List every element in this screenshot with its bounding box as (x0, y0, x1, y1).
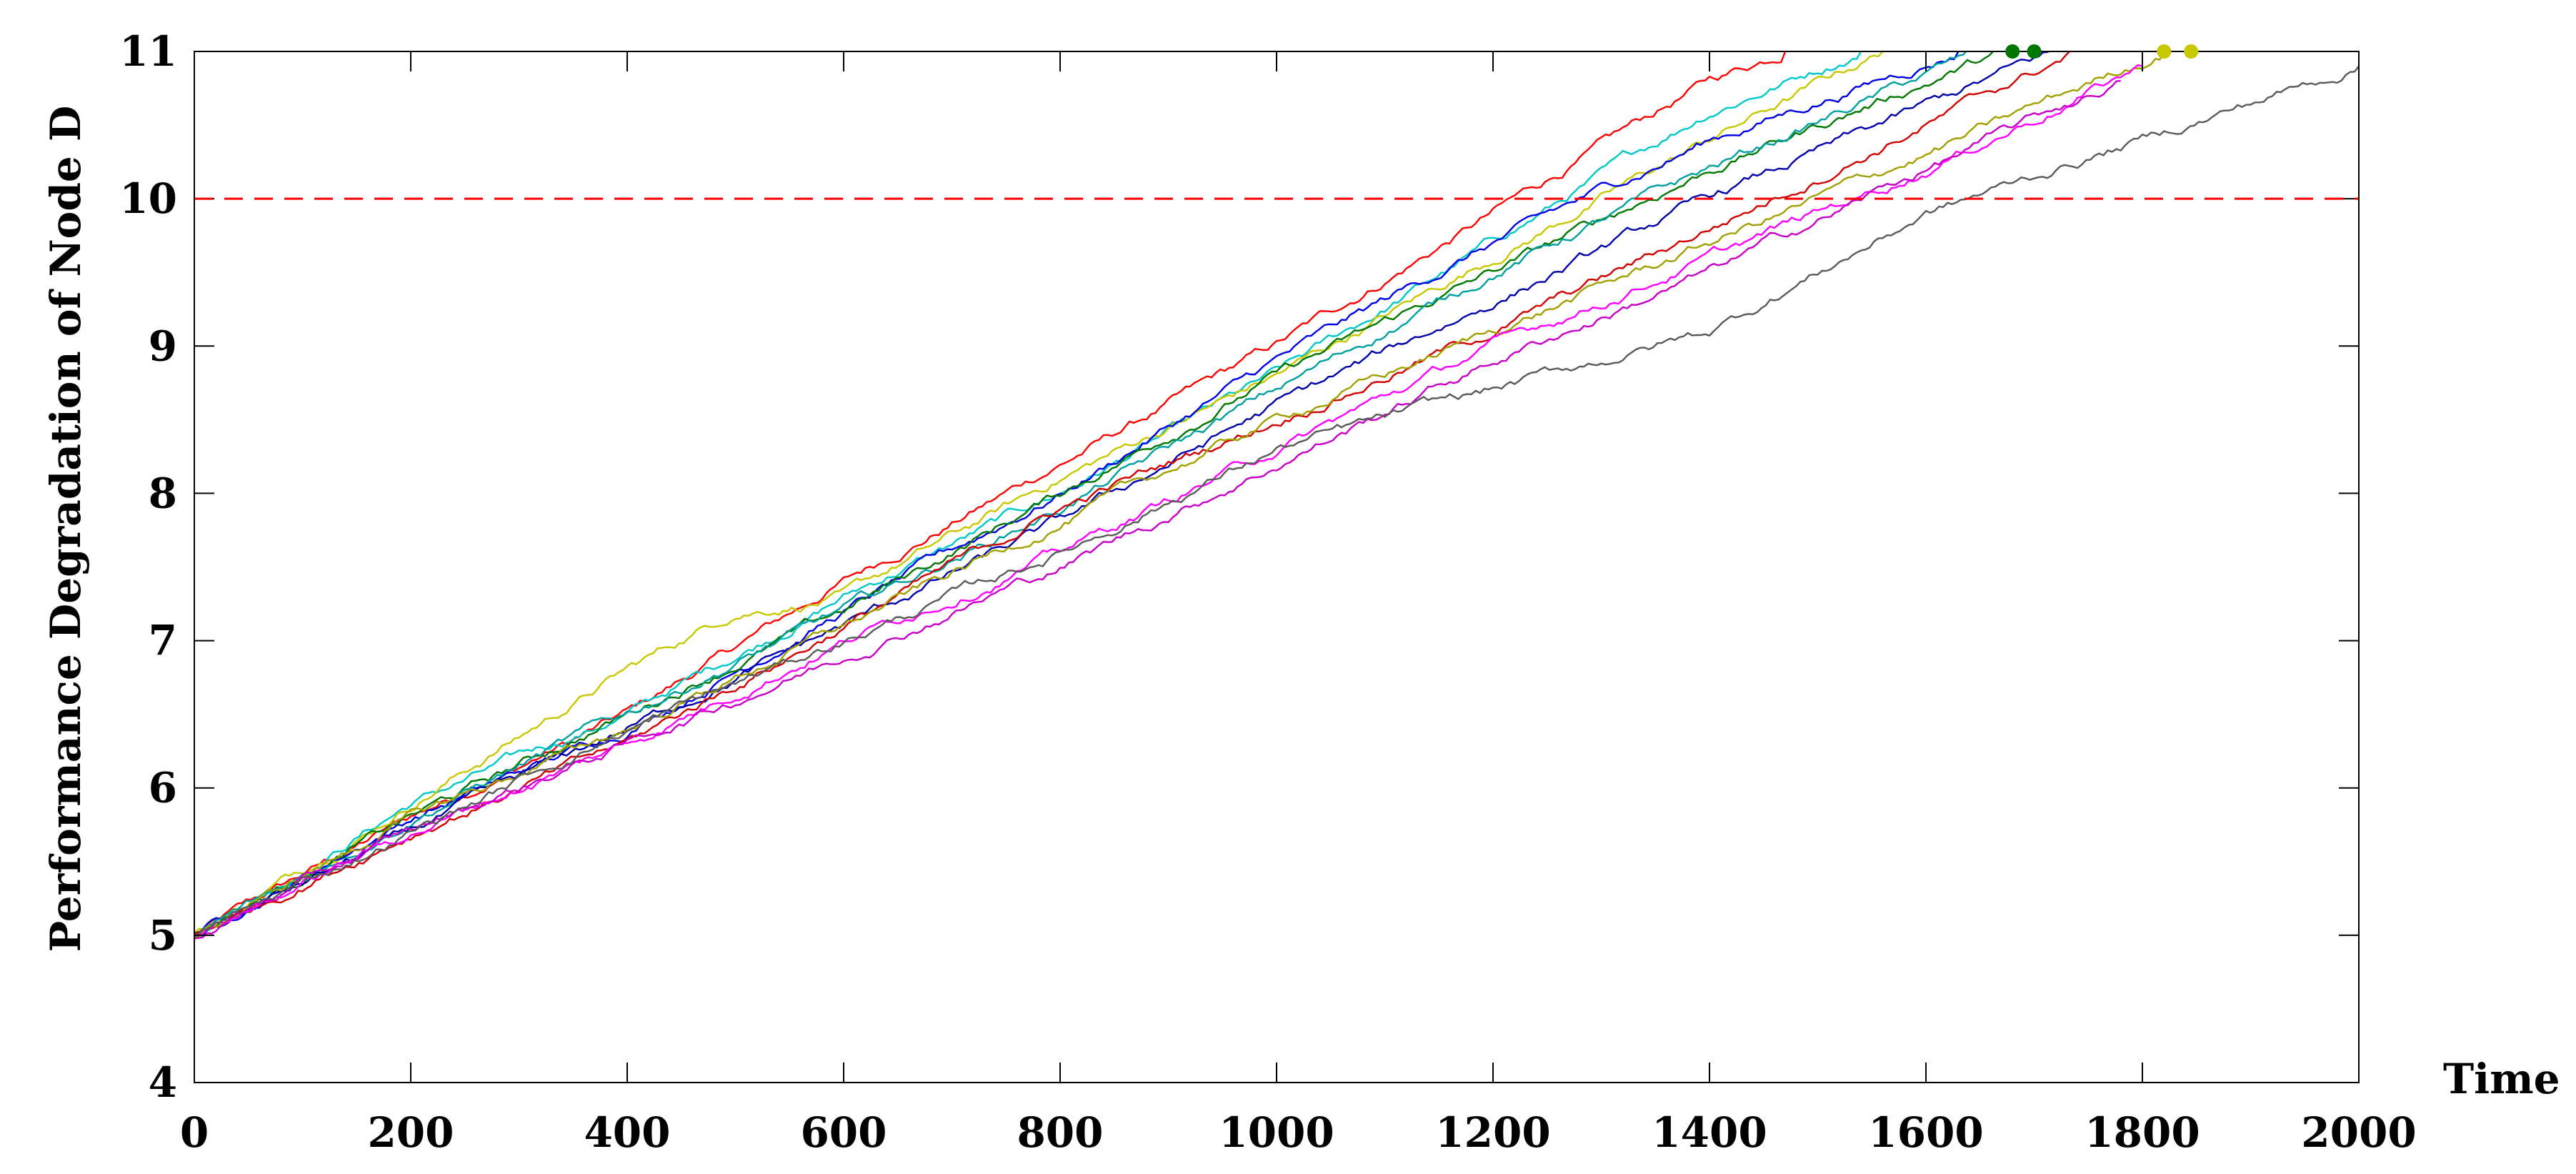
series-line-6 (194, 51, 1980, 935)
x-tick-label-1400: 1400 (1652, 1108, 1767, 1157)
x-tick-label-800: 800 (1017, 1108, 1103, 1157)
series-line-5 (194, 51, 2002, 934)
x-tick-label-2000: 2000 (2301, 1108, 2416, 1157)
series-line-9 (194, 51, 2165, 939)
x-tick-label-1000: 1000 (1219, 1108, 1334, 1157)
x-tick-label-200: 200 (367, 1108, 454, 1157)
x-tick-label-1600: 1600 (1868, 1108, 1983, 1157)
y-tick-label-6: 6 (149, 764, 177, 812)
series-line-11 (194, 80, 2121, 940)
y-tick-label-8: 8 (149, 469, 177, 517)
x-axis-title: Time (2443, 1055, 2560, 1103)
x-tick-label-400: 400 (584, 1108, 670, 1157)
y-tick-label-9: 9 (149, 322, 177, 370)
y-tick-label-7: 7 (149, 617, 177, 665)
x-tick-label-1200: 1200 (1435, 1108, 1550, 1157)
series-line-12 (194, 65, 2359, 938)
failure-marker-4 (2184, 44, 2199, 59)
tick-labels: 0 200 400 600 800 1000 1200 1400 1600 1800 2000 4 5 6… (119, 27, 2416, 1157)
y-axis-title: Performance Degradation of Node D (41, 106, 90, 952)
y-tick-label-11: 11 (119, 27, 177, 76)
y-tick-label-10: 10 (119, 174, 177, 223)
series-line-3 (194, 51, 1884, 935)
y-tick-label-5: 5 (149, 911, 177, 960)
failure-marker-3 (2157, 44, 2172, 59)
series-line-4 (194, 51, 1960, 936)
failure-marker-1 (2005, 44, 2020, 59)
y-tick-label-4: 4 (149, 1058, 177, 1107)
plot-frame (194, 51, 2360, 1083)
x-tick-label-0: 0 (180, 1108, 209, 1157)
failure-marker-2 (2027, 44, 2042, 59)
x-tick-label-1800: 1800 (2085, 1108, 2200, 1157)
series-line-7 (194, 51, 2056, 937)
series-line-10 (194, 64, 2143, 936)
x-tick-label-600: 600 (800, 1108, 887, 1157)
